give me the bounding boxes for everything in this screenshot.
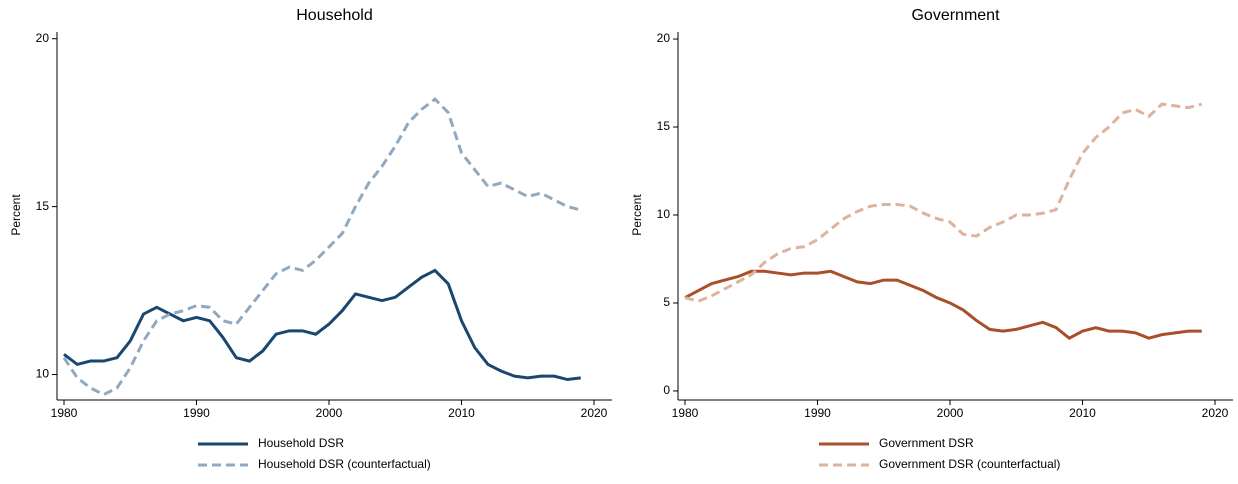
x-tick-label: 2010 [448,406,475,420]
series-line [684,102,1203,303]
legend-label: Government DSR [879,436,974,450]
series-line [62,97,582,397]
y-tick-label: 10 [657,207,671,221]
legend-label: Government DSR (counterfactual) [879,457,1060,471]
chart-title: Household [296,7,373,24]
x-tick-label: 2020 [1202,406,1229,420]
x-tick-label: 2000 [316,406,343,420]
series-line [63,268,581,382]
y-tick-label: 20 [36,31,50,45]
x-tick-label: 2010 [1069,406,1096,420]
y-tick-label: 15 [657,119,671,133]
y-tick-label: 15 [36,199,50,213]
legend-label: Household DSR [258,436,344,450]
y-tick-label: 10 [36,367,50,381]
x-tick-label: 1980 [51,406,78,420]
x-tick-label: 1990 [183,406,210,420]
y-tick-label: 5 [663,295,670,309]
y-axis-label: Percent [630,194,644,236]
series-line [684,269,1202,340]
y-tick-label: 20 [657,31,671,45]
x-tick-label: 1990 [804,406,831,420]
x-tick-label: 2020 [581,406,608,420]
legend-label: Household DSR (counterfactual) [258,457,431,471]
x-tick-label: 2000 [937,406,964,420]
x-tick-label: 1980 [672,406,699,420]
chart-title: Government [911,7,1000,24]
y-axis-label: Percent [9,194,23,236]
y-tick-label: 0 [663,383,670,397]
